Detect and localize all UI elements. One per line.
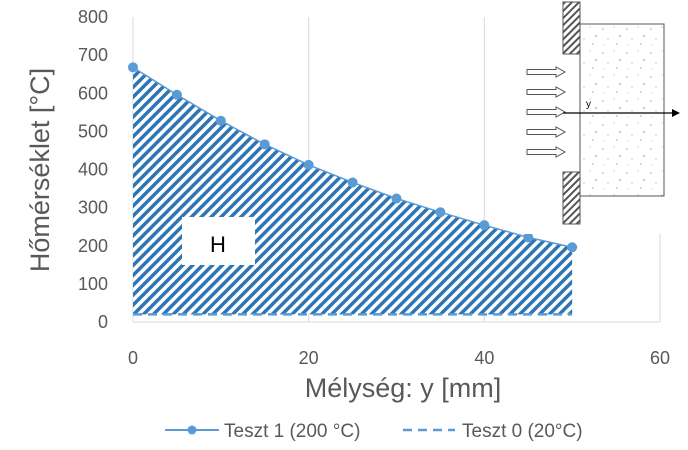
- x-axis-title: Mélység: y [mm]: [305, 373, 502, 403]
- area-H-label: H: [210, 232, 226, 257]
- y-tick-label-800: 800: [78, 7, 108, 27]
- x-tick-labels: 0 20 40 60: [128, 348, 670, 368]
- data-point-teszt-1: [128, 62, 138, 73]
- data-point-teszt-1: [259, 139, 270, 150]
- y-tick-label-200: 200: [78, 236, 108, 256]
- inset-wall-bottom: [562, 171, 581, 225]
- inset-axis-arrowhead: [672, 109, 680, 117]
- inset-heat-arrow-icon: [526, 126, 567, 138]
- data-point-teszt-1: [523, 232, 534, 243]
- data-point-teszt-1: [391, 193, 402, 204]
- y-tick-label-100: 100: [78, 274, 108, 294]
- data-point-teszt-1: [435, 207, 446, 218]
- data-point-teszt-1: [303, 159, 314, 170]
- legend-label-teszt-1: Teszt 1 (200 °C): [224, 421, 360, 442]
- y-tick-labels: 0 100 200 300 400 500 600 700 800: [78, 7, 108, 332]
- data-point-teszt-1: [171, 89, 182, 100]
- inset-axis-label: y: [586, 99, 591, 110]
- data-point-teszt-1: [479, 220, 490, 231]
- inset-heat-arrow-icon: [526, 86, 567, 98]
- legend-item-teszt-1: Teszt 1 (200 °C): [165, 421, 360, 442]
- x-tick-label-60: 60: [650, 348, 670, 368]
- y-tick-label-400: 400: [78, 160, 108, 180]
- legend-item-teszt-0: Teszt 0 (20°C): [403, 421, 583, 442]
- series-layer: [128, 62, 578, 316]
- x-tick-label-0: 0: [128, 348, 138, 368]
- data-point-teszt-1: [215, 115, 226, 126]
- inset-heat-arrows: [526, 66, 567, 158]
- area-H-annotation: H: [182, 217, 255, 265]
- inset-heat-arrow-icon: [526, 106, 567, 118]
- inset-wall-top: [562, 1, 581, 55]
- y-tick-label-300: 300: [78, 198, 108, 218]
- inset-slab: [579, 23, 665, 197]
- data-point-teszt-1: [567, 242, 578, 253]
- y-tick-label-700: 700: [78, 45, 108, 65]
- y-tick-label-0: 0: [98, 312, 108, 332]
- legend-marker-teszt-1: [187, 425, 197, 435]
- inset-diagram: y: [517, 0, 688, 234]
- legend: Teszt 1 (200 °C) Teszt 0 (20°C): [165, 421, 583, 442]
- legend-label-teszt-0: Teszt 0 (20°C): [462, 421, 583, 442]
- inset-heat-arrow-icon: [526, 146, 567, 158]
- x-tick-label-40: 40: [474, 348, 494, 368]
- x-tick-label-20: 20: [299, 348, 319, 368]
- data-point-teszt-1: [347, 177, 358, 188]
- y-tick-label-500: 500: [78, 121, 108, 141]
- y-tick-label-600: 600: [78, 83, 108, 103]
- area-H-fill: [133, 67, 573, 315]
- inset-heat-arrow-icon: [526, 66, 567, 78]
- y-axis-title: Hőmérséklet [°C]: [25, 68, 55, 272]
